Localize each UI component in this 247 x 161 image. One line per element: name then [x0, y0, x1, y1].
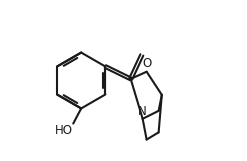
Text: O: O [143, 57, 152, 70]
Text: N: N [138, 105, 147, 118]
Text: HO: HO [54, 124, 72, 137]
